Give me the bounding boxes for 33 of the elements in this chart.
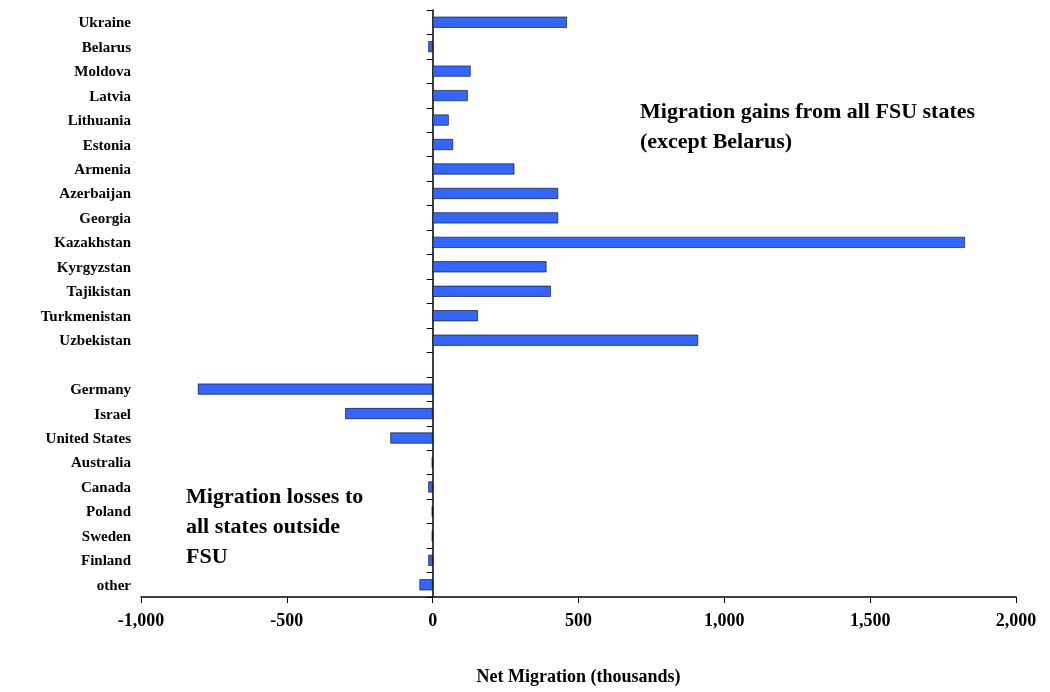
y-tick-label: Latvia <box>89 87 132 104</box>
y-tick-label: Germany <box>70 381 132 398</box>
y-tick-label: Tajikistan <box>66 283 132 300</box>
x-tick-label: -500 <box>270 610 304 630</box>
x-tick-label: 0 <box>428 610 438 630</box>
y-tick-label: Armenia <box>74 160 132 177</box>
y-tick-label: Belarus <box>81 38 132 55</box>
y-tick-label: Canada <box>80 478 132 495</box>
y-tick-label: Sweden <box>81 527 132 544</box>
y-tick-label: Azerbaijan <box>59 185 132 202</box>
y-tick-label: Moldova <box>74 63 132 80</box>
y-tick-label: Lithuania <box>67 112 132 129</box>
x-tick-label: 2,000 <box>995 610 1037 630</box>
y-tick-label: Ukraine <box>78 14 132 31</box>
x-tick-label: -1,000 <box>117 610 165 630</box>
y-tick-label: Estonia <box>82 136 132 153</box>
annotation: Migration gains from all FSU states (except Belarus) <box>640 97 981 153</box>
y-tick-label: Israel <box>94 405 131 422</box>
y-tick-label: Finland <box>80 552 132 569</box>
x-tick-label: 500 <box>565 610 592 630</box>
y-tick-label: United States <box>45 430 132 447</box>
x-tick-label: 1,000 <box>704 610 745 630</box>
x-tick-label: 1,500 <box>849 610 891 630</box>
y-tick-label: Australia <box>71 454 132 471</box>
y-tick-label: Kyrgyzstan <box>56 258 132 275</box>
y-tick-label: Turkmenistan <box>40 307 132 324</box>
y-tick-label: Kazakhstan <box>54 234 132 251</box>
y-tick-label: Poland <box>85 503 132 520</box>
annotation: Migration losses to all states outside FSU <box>186 482 369 568</box>
x-axis-title: Net Migration (thousands) <box>476 666 681 687</box>
y-tick-label: other <box>96 576 132 593</box>
y-tick-label: Georgia <box>79 209 132 226</box>
y-tick-label: Uzbekistan <box>59 332 132 349</box>
